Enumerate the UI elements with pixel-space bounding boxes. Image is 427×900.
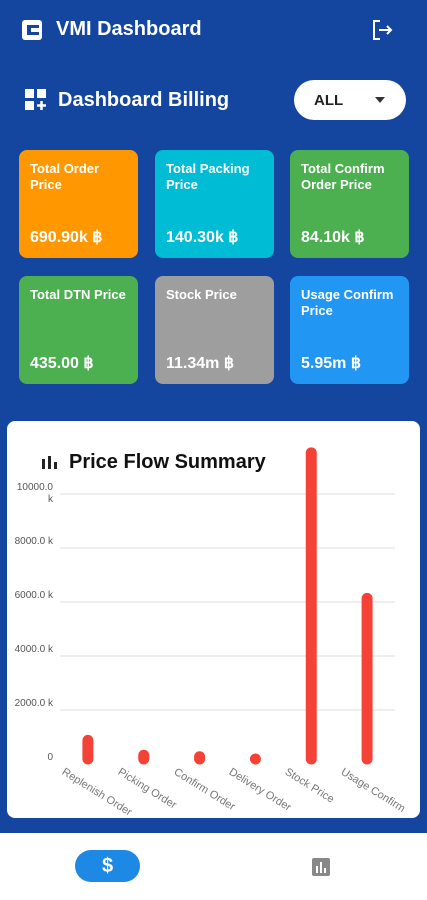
- billing-tab[interactable]: $: [75, 850, 140, 882]
- y-tick-label: 4000.0 k: [14, 644, 53, 655]
- y-tick-label: 8000.0 k: [14, 536, 53, 547]
- card-label: Total DTN Price: [30, 287, 126, 302]
- card-label: Total Confirm Order Price: [301, 161, 385, 192]
- card-label: Total Order Price: [30, 161, 100, 192]
- chart-icon: [42, 456, 57, 469]
- stat-card: Usage Confirm Price 5.95m ฿: [290, 276, 409, 384]
- logout-button[interactable]: [370, 18, 394, 42]
- card-value: 5.95m ฿: [301, 355, 361, 372]
- card-value: 435.00 ฿: [30, 355, 94, 372]
- card-label: Stock Price: [166, 287, 237, 302]
- stat-card: Total Packing Price 140.30k ฿: [155, 150, 274, 258]
- card-label: Total Packing Price: [166, 161, 250, 192]
- y-tick-label: 6000.0 k: [14, 590, 53, 601]
- card-value: 140.30k ฿: [166, 229, 239, 246]
- card-value: 84.10k ฿: [301, 229, 365, 246]
- stat-card: Total Confirm Order Price 84.10k ฿: [290, 150, 409, 258]
- app-title: VMI Dashboard: [56, 18, 202, 40]
- stat-card: Total DTN Price 435.00 ฿: [19, 276, 138, 384]
- card-value: 11.34m ฿: [166, 355, 235, 372]
- dropdown-arrow: [375, 97, 385, 103]
- filter-value: ALL: [314, 92, 344, 109]
- chart: [60, 447, 395, 765]
- stat-card: Stock Price 11.34m ฿: [155, 276, 274, 384]
- card-label: Usage Confirm Price: [301, 287, 394, 318]
- y-tick-label: 2000.0 k: [14, 698, 53, 709]
- logo-icon: [22, 20, 42, 40]
- stat-card: Total Order Price 690.90k ฿: [19, 150, 138, 258]
- bottom-nav: $: [0, 833, 427, 900]
- chart-tab[interactable]: [311, 857, 331, 877]
- card-value: 690.90k ฿: [30, 229, 103, 246]
- filter-dropdown[interactable]: ALL: [294, 80, 406, 120]
- section-title: Dashboard Billing: [58, 89, 230, 111]
- chart-title: Price Flow Summary: [69, 451, 266, 473]
- y-tick-label: 0: [47, 752, 53, 763]
- chart-panel: Price Flow Summary 0 2000.0 k 4000.0 k 6000…: [7, 421, 420, 819]
- dashboard-icon: [25, 89, 46, 110]
- y-tick-label: 10000.0 k: [16, 482, 53, 505]
